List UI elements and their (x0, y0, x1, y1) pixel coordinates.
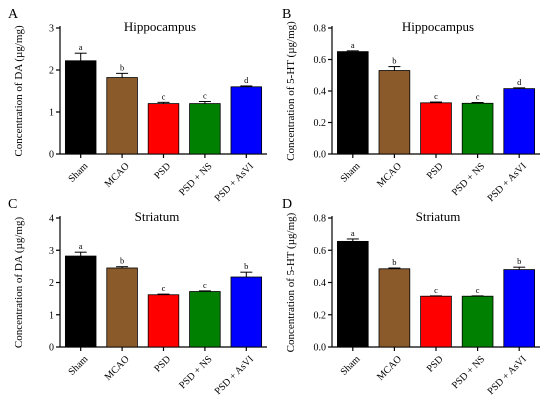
bar (337, 51, 369, 155)
significance-label: a (351, 228, 355, 238)
significance-label: c (162, 91, 166, 101)
chart-title: Hippocampus (402, 19, 474, 34)
y-tick-label: 0.2 (314, 118, 327, 129)
y-axis-label: Concentration of 5-HT (µg/mg) (285, 21, 297, 161)
y-tick-label: 2 (49, 66, 54, 77)
bar (420, 295, 452, 348)
category-label: PSD + NS (177, 161, 214, 198)
panel-b: B Hippocampus Concentration of 5-HT (µg/mg… (282, 7, 540, 204)
y-tick-label: 0.8 (314, 24, 327, 35)
bar (189, 103, 221, 155)
significance-label: a (79, 42, 83, 52)
y-tick-label: 0.2 (314, 310, 327, 321)
bar (230, 86, 263, 155)
significance-label: b (120, 62, 124, 72)
bar (189, 291, 221, 348)
y-axis-label: Concentration of 5-HT (µg/mg) (285, 212, 297, 352)
bar (64, 60, 97, 155)
significance-label: b (392, 257, 396, 267)
category-label: PSD + AsVI (213, 161, 256, 204)
significance-label: c (434, 91, 438, 101)
significance-label: c (434, 285, 438, 295)
y-tick-label: 0.6 (314, 246, 327, 257)
significance-label: c (476, 91, 480, 101)
bar (64, 255, 97, 348)
category-label: PSD (425, 354, 446, 375)
panel-c: C Striatum Concentration of DA (µg/mg) 0 1 2 3… (8, 197, 267, 397)
bar (147, 103, 180, 155)
y-tick-label: 0 (49, 150, 54, 161)
panel-letter: D (282, 197, 292, 212)
y-tick-label: 0.0 (314, 343, 327, 354)
significance-label: c (162, 283, 166, 293)
y-tick-label: 0.4 (314, 87, 327, 98)
bar (378, 268, 411, 348)
category-label: Sham (339, 354, 363, 378)
y-axis-label: Concentration of DA (µg/mg) (13, 25, 25, 157)
y-tick-label: 1 (49, 108, 54, 119)
category-label: PSD (425, 161, 446, 182)
bar (503, 88, 535, 155)
category-label: MCAO (103, 354, 132, 383)
significance-label: b (517, 256, 521, 266)
bar (378, 70, 411, 155)
category-label: PSD + NS (177, 354, 214, 391)
significance-label: c (203, 280, 207, 290)
bar (461, 295, 494, 348)
category-label: PSD + AsVI (213, 354, 256, 397)
significance-label: c (476, 285, 480, 295)
bar (337, 240, 369, 348)
significance-label: a (79, 241, 83, 251)
category-label: Sham (339, 161, 363, 185)
category-label: PSD (152, 354, 173, 375)
y-tick-label: 0.6 (314, 55, 327, 66)
y-tick-label: 3 (49, 24, 54, 35)
panel-d: D Striatum Concentration of 5-HT (µg/mg) 0.… (282, 197, 540, 397)
panel-letter: C (8, 197, 17, 212)
category-label: Sham (66, 354, 90, 378)
bar (106, 267, 138, 348)
category-label: MCAO (103, 161, 132, 190)
y-tick-label: 0.4 (314, 278, 327, 289)
panel-letter: B (282, 7, 291, 22)
category-label: PSD + AsVI (486, 354, 529, 397)
y-tick-label: 0.0 (314, 150, 327, 161)
category-label: Sham (66, 161, 90, 185)
y-tick-label: 4 (49, 214, 54, 225)
bar (420, 102, 452, 155)
bar (230, 276, 263, 348)
category-label: PSD + NS (450, 161, 487, 198)
significance-label: a (351, 40, 355, 50)
category-label: PSD + NS (450, 354, 487, 391)
chart-title: Hippocampus (124, 19, 196, 34)
significance-label: b (392, 56, 396, 66)
significance-label: c (203, 91, 207, 101)
y-tick-label: 1 (49, 310, 54, 321)
bar (147, 294, 180, 348)
significance-label: d (517, 77, 522, 87)
bar (503, 269, 535, 348)
significance-label: d (244, 75, 249, 85)
chart-title: Striatum (135, 209, 180, 224)
category-label: PSD (152, 161, 173, 182)
y-tick-label: 0 (49, 343, 54, 354)
panel-letter: A (8, 7, 19, 22)
bar (461, 102, 494, 155)
y-tick-label: 3 (49, 246, 54, 257)
bar (106, 77, 138, 155)
category-label: PSD + AsVI (486, 161, 529, 204)
y-axis-label: Concentration of DA (µg/mg) (13, 217, 25, 349)
category-label: MCAO (375, 354, 404, 383)
chart-title: Striatum (416, 209, 461, 224)
y-tick-label: 2 (49, 278, 54, 289)
significance-label: b (244, 261, 248, 271)
panel-a: A Hippocampus Concentration of DA (µg/mg) 0… (8, 7, 267, 204)
significance-label: b (120, 256, 124, 266)
category-label: MCAO (375, 161, 404, 190)
y-tick-label: 0.8 (314, 214, 327, 225)
